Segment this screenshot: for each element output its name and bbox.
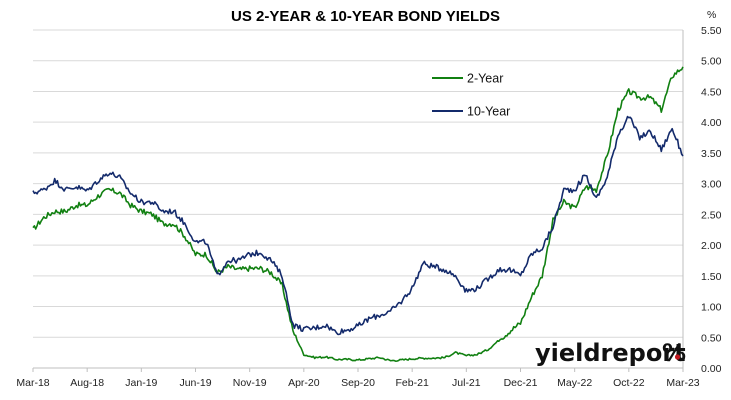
axes: [33, 30, 684, 369]
y-tick-label: 1.00: [701, 302, 722, 314]
y-tick-label: 5.50: [701, 25, 722, 37]
x-tick-label: Jan-19: [125, 377, 157, 389]
x-tick-label: Jun-19: [179, 377, 211, 389]
brand-percent-icon: %: [662, 339, 686, 367]
brand-accent-dot: [674, 354, 681, 360]
x-tick-label: May-22: [557, 377, 592, 389]
y-tick-label: 3.00: [701, 179, 722, 191]
x-tick-label: Apr-20: [288, 377, 320, 389]
x-tick-label: Jul-21: [452, 377, 481, 389]
x-tick-label: Mar-18: [16, 377, 49, 389]
y-tick-label: 5.00: [701, 56, 722, 68]
y-tick-label: 0.00: [701, 363, 722, 375]
x-tick-label: Aug-18: [70, 377, 104, 389]
x-axis-ticks: Mar-18 Aug-18 Jan-19 Jun-19 Nov-19 Apr-20 Sep-…: [16, 368, 700, 389]
chart-title: US 2-YEAR & 10-YEAR BOND YIELDS: [231, 8, 500, 25]
y-tick-label: 0.50: [701, 332, 722, 344]
y-unit-label: %: [707, 9, 716, 21]
series-line-10-year: [32, 115, 684, 336]
brand-wordmark: yieldreport: [535, 339, 686, 367]
x-tick-label: Oct-22: [613, 377, 645, 389]
gridlines: [33, 29, 683, 369]
legend: 2-Year 10-Year: [432, 72, 510, 119]
x-tick-label: Mar-23: [666, 377, 699, 389]
y-tick-label: 4.50: [701, 86, 722, 98]
series-line-2-year: [32, 66, 684, 362]
y-tick-label: 4.00: [701, 117, 722, 129]
series-lines: [32, 66, 684, 362]
y-tick-label: 2.00: [701, 240, 722, 252]
x-tick-label: Dec-21: [504, 377, 538, 389]
x-tick-label: Sep-20: [341, 377, 375, 389]
y-tick-label: 2.50: [701, 209, 722, 221]
y-axis-ticks: 0.00 0.50 1.00 1.50 2.00 2.50 3.00 3.50 4.00 4.50…: [701, 9, 722, 375]
legend-label: 2-Year: [467, 72, 503, 86]
y-tick-label: 3.50: [701, 148, 722, 160]
x-tick-label: Feb-21: [396, 377, 429, 389]
y-tick-label: 1.50: [701, 271, 722, 283]
x-tick-label: Nov-19: [233, 377, 267, 389]
yieldreport-logo: yieldreport%: [535, 339, 686, 367]
legend-label: 10-Year: [467, 105, 510, 119]
